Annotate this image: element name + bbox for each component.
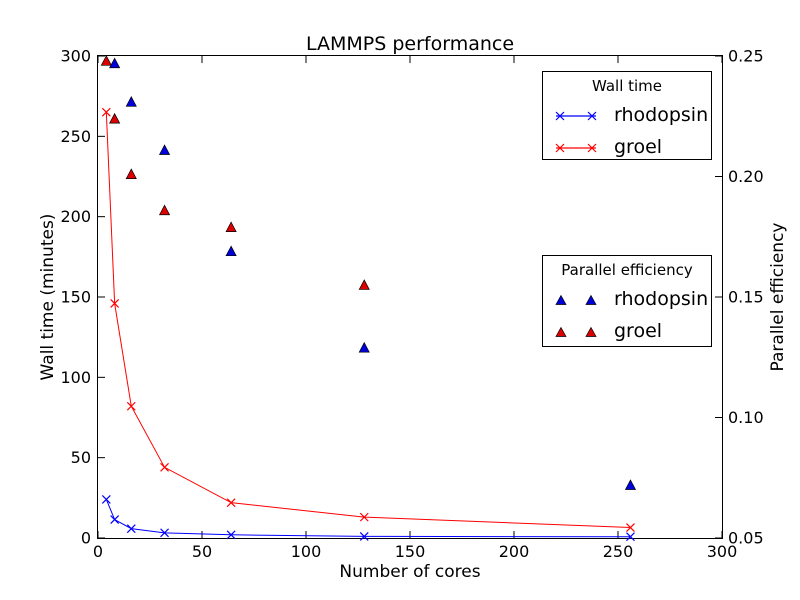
triangle-marker — [100, 55, 112, 66]
legend-label: rhodopsin — [614, 104, 709, 126]
legend-parallel-efficiency-title: Parallel efficiency — [561, 261, 693, 279]
x-marker-icon — [555, 143, 565, 152]
x-marker — [160, 462, 169, 472]
triangle-up-icon — [585, 294, 597, 305]
x-marker — [226, 498, 236, 508]
x-marker-icon — [587, 111, 597, 120]
y-tick-label-left: 300 — [60, 47, 91, 66]
x-tick-label: 100 — [291, 542, 322, 561]
triangle-markers-icon — [555, 294, 597, 305]
triangle-marker — [624, 479, 637, 490]
triangle-marker — [225, 245, 237, 257]
x-tick-label: 50 — [192, 542, 212, 561]
x-marker — [626, 532, 635, 542]
triangle-up-icon — [585, 326, 597, 337]
x-marker — [126, 401, 136, 411]
x-marker — [626, 523, 635, 532]
legend-label: groel — [614, 136, 663, 158]
x-marker — [359, 512, 369, 522]
triangle-marker — [358, 279, 370, 290]
legend-entry-eff-rhodopsin: rhodopsin — [552, 287, 711, 312]
triangle-marker — [125, 96, 137, 107]
x-tick-label: 0 — [93, 542, 103, 561]
x-tick-label: 200 — [499, 542, 530, 561]
x-marker — [101, 495, 111, 504]
x-axis-label: Number of cores — [339, 562, 481, 582]
y-tick-label-right: 0.15 — [728, 288, 764, 307]
triangle-marker — [225, 221, 237, 232]
plot-frame — [97, 55, 723, 539]
triangle-marker — [158, 204, 171, 216]
chart-title: LAMMPS performance — [305, 33, 515, 55]
triangle-marker — [158, 144, 171, 155]
x-marker — [110, 515, 120, 524]
legend-parallel-efficiency: Parallel efficiency rhodopsin groel — [542, 255, 712, 347]
legend-wall-time-title: Wall time — [591, 77, 663, 95]
legend-entry-wall-groel: groel — [552, 135, 711, 160]
y-tick-label-left: 200 — [60, 207, 91, 226]
triangle-markers-icon — [555, 326, 597, 337]
series-line — [105, 499, 631, 538]
x-marker — [160, 528, 169, 538]
triangle-marker — [109, 57, 121, 69]
x-marker-icon — [587, 143, 597, 152]
line-x-marker-icon — [555, 143, 597, 152]
legend-label: groel — [614, 320, 663, 342]
x-tick-label: 250 — [603, 542, 634, 561]
legend-entry-eff-groel: groel — [552, 319, 711, 344]
x-marker — [110, 299, 120, 308]
x-marker — [126, 524, 136, 534]
x-marker — [101, 107, 111, 117]
legend-label: rhodopsin — [614, 288, 709, 310]
line-x-marker-icon — [555, 111, 597, 120]
y-tick-label-left: 50 — [71, 448, 91, 467]
triangle-marker — [125, 168, 137, 179]
y-tick-label-right: 0.20 — [728, 167, 764, 186]
triangle-marker — [109, 112, 121, 124]
y-tick-label-right: 0.05 — [728, 529, 764, 548]
y-tick-label-left: 150 — [60, 288, 91, 307]
x-tick-label: 300 — [707, 542, 738, 561]
triangle-marker — [358, 341, 370, 353]
x-marker — [359, 531, 369, 541]
triangle-up-icon — [555, 294, 567, 305]
y-axis-label-left: Wall time (minutes) — [38, 213, 58, 381]
y-axis-label-right: Parallel efficiency — [768, 222, 788, 372]
y-tick-label-left: 100 — [60, 368, 91, 387]
x-marker — [226, 530, 236, 540]
x-tick-label: 150 — [395, 542, 426, 561]
y-tick-label-left: 250 — [60, 127, 91, 146]
triangle-up-icon — [555, 326, 567, 337]
x-marker-icon — [555, 111, 565, 120]
legend-entry-wall-rhodopsin: rhodopsin — [552, 103, 711, 128]
legend-wall-time: Wall time rhodopsin groel — [542, 71, 712, 160]
y-tick-label-right: 0.10 — [728, 408, 764, 427]
y-tick-label-left: 0 — [81, 529, 91, 548]
y-tick-label-right: 0.25 — [728, 47, 764, 66]
